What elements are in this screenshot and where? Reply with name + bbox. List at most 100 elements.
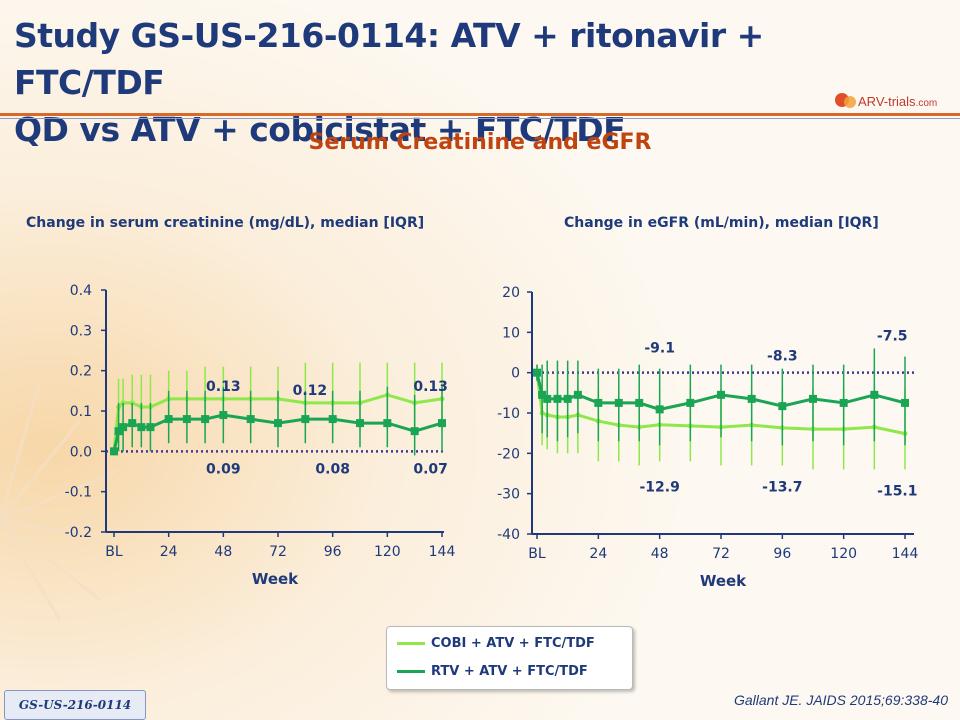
y-tick-label: 0.0: [70, 444, 92, 460]
data-point-marker: [809, 394, 817, 403]
data-point-marker: [563, 394, 572, 403]
x-tick-label: 72: [712, 546, 730, 562]
legend-item-rtv: RTV + ATV + FTC/TDF: [397, 661, 588, 681]
data-point-marker: [201, 415, 210, 424]
value-annotation: -13.7: [762, 479, 802, 495]
x-tick-label: 144: [429, 544, 456, 560]
y-tick-label: 20: [502, 285, 520, 301]
chart-title-creatinine: Change in serum creatinine (mg/dL), medi…: [26, 215, 425, 231]
legend-label-rtv: RTV + ATV + FTC/TDF: [431, 663, 588, 679]
y-tick-label: -20: [497, 446, 520, 462]
y-tick-label: -30: [497, 487, 520, 503]
data-point-marker: [747, 394, 756, 403]
value-annotation: 0.08: [315, 461, 350, 477]
data-point-marker: [686, 398, 695, 407]
value-annotation: -9.1: [644, 341, 675, 357]
logo-main: ARV-trials: [858, 94, 916, 109]
data-point-marker: [410, 427, 419, 436]
data-point-marker: [328, 415, 337, 424]
y-tick-label: 0.3: [70, 323, 92, 339]
data-point-marker: [614, 398, 623, 407]
series-rtv: [533, 348, 909, 446]
x-tick-label: BL: [528, 546, 546, 562]
data-point-marker: [635, 398, 644, 407]
header-divider: [0, 113, 960, 116]
value-annotation: 0.13: [413, 379, 448, 395]
data-point-marker: [301, 415, 310, 424]
chart-legend: COBI + ATV + FTC/TDF RTV + ATV + FTC/TDF: [386, 626, 633, 690]
data-point-marker: [533, 368, 541, 377]
data-point-marker: [870, 390, 879, 399]
data-point-marker: [438, 419, 446, 428]
x-tick-label: 48: [214, 544, 232, 560]
slide-subtitle: Serum Creatinine and eGFR: [308, 130, 652, 155]
x-tick-label: 48: [651, 546, 669, 562]
x-tick-label: 144: [892, 546, 919, 562]
value-annotation: 0.09: [206, 461, 241, 477]
x-tick-label: BL: [105, 544, 123, 560]
chart-title-egfr: Change in eGFR (mL/min), median [IQR]: [564, 215, 879, 231]
header-divider-thin: [0, 118, 960, 119]
x-tick-label: 24: [160, 544, 178, 560]
logo-suffix: .com: [915, 98, 938, 109]
data-point-marker: [119, 423, 128, 432]
data-point-marker: [114, 427, 123, 436]
data-point-marker: [901, 398, 909, 407]
data-point-marker: [383, 419, 392, 428]
study-id-tag: GS-US-216-0114: [4, 690, 146, 720]
data-point-marker: [146, 423, 155, 432]
y-tick-label: -40: [497, 527, 520, 543]
y-tick-label: 0.4: [70, 283, 92, 299]
x-tick-label: 72: [269, 544, 287, 560]
value-annotation: 0.12: [293, 383, 328, 399]
data-point-marker: [543, 394, 552, 403]
x-tick-label: 120: [374, 544, 401, 560]
data-point-marker: [110, 447, 118, 456]
series-rtv: [110, 386, 446, 456]
data-point-marker: [553, 394, 562, 403]
title-line-2: QD vs ATV + cobicistat + FTC/TDF: [14, 110, 626, 149]
y-tick-label: 0.2: [70, 364, 92, 380]
y-tick-label: 0: [511, 366, 520, 382]
data-point-marker: [717, 390, 725, 399]
y-tick-label: -0.1: [65, 485, 92, 501]
data-point-marker: [594, 398, 603, 407]
data-point-marker: [246, 415, 255, 424]
arv-trials-logo-icon: [835, 93, 856, 108]
y-tick-label: 10: [502, 325, 520, 341]
value-annotation: -15.1: [877, 484, 917, 500]
data-point-marker: [356, 419, 364, 428]
slide-title: Study GS-US-216-0114: ATV + ritonavir + …: [14, 12, 814, 153]
data-point-marker: [573, 390, 582, 399]
citation: Gallant JE. JAIDS 2015;69:338-40: [733, 692, 948, 708]
x-axis-label: Week: [700, 572, 747, 590]
value-annotation: -7.5: [877, 328, 908, 344]
data-point-marker: [164, 415, 173, 424]
data-point-marker: [778, 402, 787, 411]
title-line-1: Study GS-US-216-0114: ATV + ritonavir + …: [14, 16, 764, 102]
x-tick-label: 96: [324, 544, 342, 560]
y-tick-label: -0.2: [65, 525, 92, 541]
data-point-marker: [137, 423, 146, 432]
x-tick-label: 24: [589, 546, 607, 562]
data-point-marker: [274, 419, 282, 428]
value-annotation: -8.3: [767, 349, 798, 365]
legend-swatch-rtv: [397, 669, 425, 673]
arv-trials-logo: ARV-trials.com: [858, 94, 937, 109]
x-axis-label: Week: [252, 570, 299, 588]
legend-label-cobi: COBI + ATV + FTC/TDF: [431, 635, 595, 651]
data-point-marker: [182, 415, 191, 424]
x-tick-label: 96: [773, 546, 791, 562]
data-point-marker: [128, 419, 137, 428]
y-tick-label: -10: [497, 406, 520, 422]
value-annotation: 0.07: [413, 461, 448, 477]
data-point-marker: [219, 411, 228, 420]
value-annotation: 0.13: [206, 379, 241, 395]
legend-item-cobi: COBI + ATV + FTC/TDF: [397, 633, 595, 653]
data-point-marker: [538, 390, 547, 399]
legend-swatch-cobi: [397, 641, 425, 645]
value-annotation: -12.9: [639, 479, 679, 495]
